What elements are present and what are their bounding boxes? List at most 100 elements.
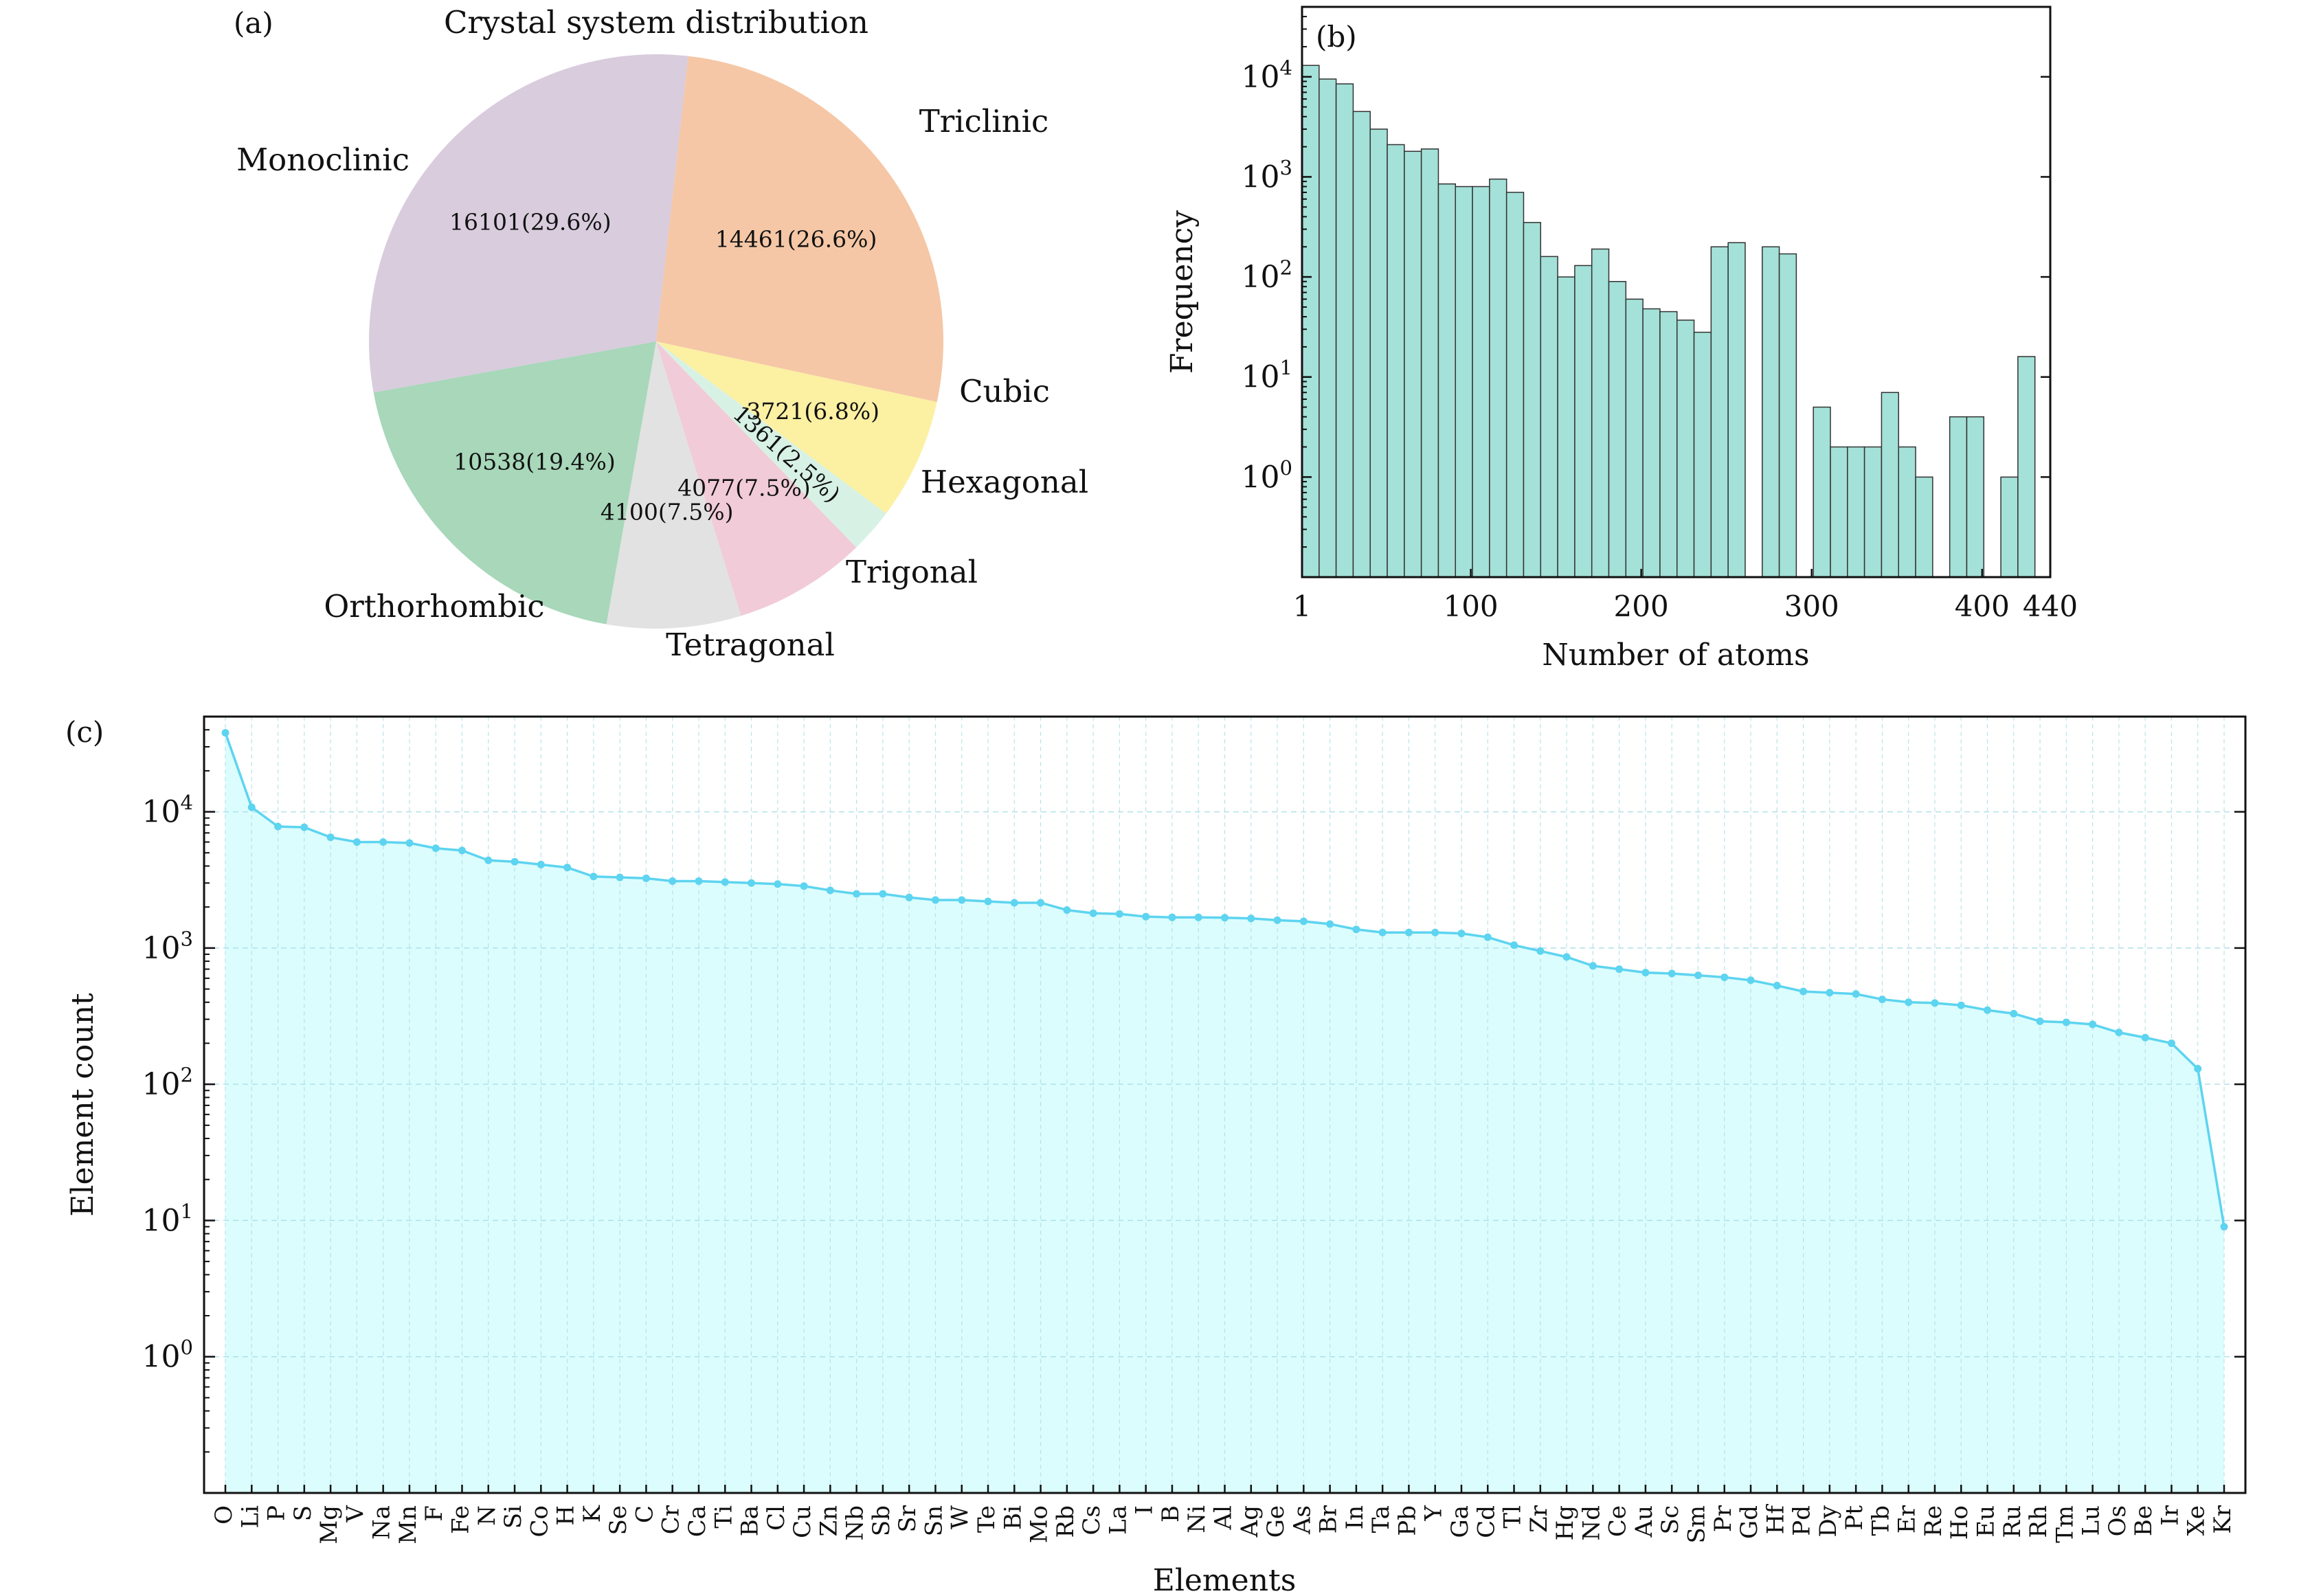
y-tick-label: 101	[1242, 356, 1292, 394]
element-tick-label: Zn	[815, 1505, 842, 1537]
y-tick-label-exponent: 1	[1280, 356, 1292, 379]
element-tick-label: Dy	[1815, 1505, 1842, 1537]
element-tick-label: Hf	[1762, 1504, 1789, 1535]
y-tick-label-exponent: 0	[181, 1336, 193, 1359]
pie-category-label: Cubic	[959, 373, 1050, 409]
element-tick-label: Ca	[684, 1505, 711, 1537]
histogram-bar	[1437, 183, 1457, 578]
pie-value-label: 3721(6.8%)	[746, 398, 879, 425]
y-tick-label: 103	[1242, 156, 1292, 194]
y-tick-label-exponent: 3	[1280, 156, 1292, 179]
pie-slice-orthorhombic	[373, 341, 656, 625]
element-count-point	[826, 886, 834, 895]
element-count-point	[379, 838, 388, 846]
element-count-area	[204, 717, 2245, 1493]
pie-category-label: Trigonal	[846, 554, 978, 590]
element-count-point	[958, 896, 966, 904]
histogram-bar	[1505, 192, 1525, 578]
element-tick-label: Hg	[1551, 1505, 1579, 1540]
element-tick-label: La	[1104, 1505, 1132, 1535]
y-tick-label-base: 10	[1242, 159, 1280, 194]
element-tick-label: Os	[2104, 1505, 2131, 1536]
y-tick-label-base: 10	[142, 795, 181, 830]
element-tick-label: Mg	[315, 1505, 343, 1544]
element-count-point	[2167, 1039, 2175, 1047]
y-tick-label-base: 10	[142, 931, 181, 966]
y-tick-label-exponent: 2	[1280, 256, 1292, 280]
histogram-bar	[1335, 83, 1354, 578]
histogram-bar	[1642, 308, 1661, 578]
histogram-bar	[1659, 311, 1678, 578]
histogram-bar	[1472, 186, 1490, 578]
histogram-bar	[1863, 446, 1883, 578]
histogram-bar	[1693, 331, 1712, 578]
y-tick-label: 100	[142, 1336, 193, 1374]
element-count-point	[458, 846, 466, 855]
element-tick-label: H	[552, 1505, 580, 1526]
element-tick-label: Mo	[1026, 1505, 1053, 1543]
element-count-point	[800, 882, 808, 890]
element-count-point	[1221, 914, 1229, 922]
element-tick-label: Ta	[1367, 1505, 1395, 1533]
element-count-point	[1299, 917, 1308, 925]
element-count-point	[1931, 999, 1939, 1007]
y-tick-label: 101	[142, 1200, 193, 1238]
element-count-point	[1457, 930, 1466, 938]
element-tick-label: Tb	[1867, 1505, 1894, 1536]
pie-value-label: 10538(19.4%)	[453, 449, 616, 475]
element-count-point	[1142, 912, 1150, 921]
element-count-point	[590, 873, 598, 881]
histogram-bar	[1898, 446, 1916, 578]
element-tick-label: N	[473, 1505, 501, 1526]
element-tick-label: Au	[1630, 1505, 1658, 1538]
element-tick-label: Ni	[1183, 1505, 1211, 1533]
panel-a-label: (a)	[234, 6, 273, 40]
element-count-point	[1589, 962, 1597, 970]
element-tick-label: As	[1288, 1505, 1316, 1535]
y-tick-label-exponent: 4	[181, 791, 193, 814]
element-count-point	[1799, 987, 1808, 996]
histogram-bar	[1489, 178, 1507, 578]
element-count-point	[905, 893, 913, 901]
x-tick-label: 400	[1955, 589, 2010, 623]
element-count-point	[563, 864, 572, 872]
element-tick-label: Ge	[1262, 1505, 1290, 1538]
histogram-bar	[1676, 319, 1695, 578]
element-count-panel: OLiPSMgVNaMnFFeNSiCoHKSeCCrCaTiBaClCuZnN…	[65, 715, 2247, 1596]
pie-slice-hexagonal	[656, 341, 886, 548]
element-count-point	[2194, 1065, 2202, 1073]
histogram-bar	[1762, 246, 1780, 578]
histogram-bar	[1540, 256, 1558, 578]
element-count-point	[300, 823, 309, 831]
y-tick-label-exponent: 0	[1280, 456, 1292, 480]
x-tick-label: 200	[1614, 589, 1669, 623]
pie-slice-tetragonal	[606, 341, 741, 629]
element-tick-label: Lu	[2078, 1505, 2105, 1536]
element-tick-label: Na	[368, 1505, 396, 1540]
y-tick-label-base: 10	[142, 1340, 181, 1375]
histogram-bar	[2000, 476, 2019, 578]
element-tick-label: Ba	[737, 1505, 764, 1536]
histogram-bar	[1404, 150, 1422, 578]
element-tick-label: Re	[1920, 1505, 1947, 1537]
element-tick-label: Sb	[868, 1505, 895, 1536]
element-y-axis-label: Element count	[65, 993, 100, 1217]
element-count-point	[984, 897, 992, 906]
element-count-point	[1878, 996, 1886, 1004]
element-count-point	[1247, 914, 1255, 923]
element-count-point	[247, 803, 256, 811]
element-count-point	[1194, 913, 1202, 921]
x-tick-label: 440	[2023, 589, 2078, 623]
element-tick-label: Cu	[789, 1505, 816, 1538]
pie-slice-monoclinic	[369, 54, 688, 393]
element-count-point	[1668, 969, 1676, 978]
pie-category-label: Triclinic	[919, 103, 1048, 139]
histogram-bar	[1369, 128, 1388, 578]
element-tick-label: Pb	[1393, 1505, 1421, 1536]
element-count-point	[1536, 947, 1545, 955]
element-tick-label: In	[1341, 1505, 1369, 1529]
panel-c-label: (c)	[65, 715, 104, 749]
pie-chart-panel: (a) Crystal system distribution 14461(26…	[234, 4, 1088, 663]
pie-labels: 14461(26.6%)Triclinic3721(6.8%)Cubic1361…	[236, 103, 1088, 663]
